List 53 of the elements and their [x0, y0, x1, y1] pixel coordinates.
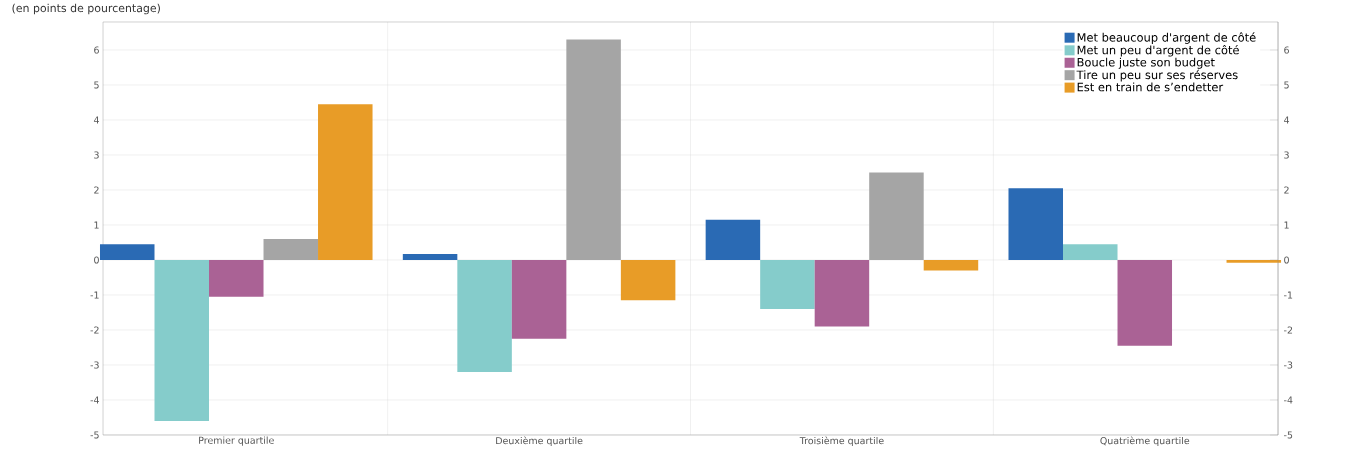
y-tick-label: 1 — [94, 221, 99, 229]
y2-tick-label: 3 — [1284, 151, 1289, 159]
bar — [705, 219, 761, 260]
y2-tick-label: 6 — [1284, 46, 1289, 54]
y2-tick-label: 2 — [1284, 186, 1289, 194]
bar — [457, 259, 512, 372]
x-tick-label: Troisième quartile — [799, 436, 884, 447]
bar — [566, 39, 621, 260]
bar — [620, 259, 676, 301]
bar — [1063, 244, 1118, 260]
legend-label: Met beaucoup d'argent de côté — [1077, 32, 1256, 44]
bar — [1226, 259, 1282, 263]
y2-tick-label: 0 — [1284, 256, 1289, 264]
y-tick-label: -1 — [90, 291, 99, 299]
x-tick-label: Premier quartile — [199, 436, 274, 446]
y-tick-label: 5 — [94, 81, 99, 89]
x-tick-label: Deuxième quartile — [496, 436, 583, 447]
bar — [99, 244, 155, 260]
chart-subtitle: (en points de pourcentage) — [12, 3, 160, 15]
y2-tick-label: 1 — [1284, 221, 1289, 229]
y-tick-label: 4 — [93, 116, 99, 124]
y2-tick-label: -4 — [1284, 396, 1293, 404]
bar — [869, 172, 924, 260]
x-tick-label: Quatrième quartile — [1100, 436, 1190, 447]
bar — [154, 259, 210, 421]
y2-tick-label: -3 — [1284, 361, 1293, 369]
bar — [209, 259, 264, 297]
bar — [263, 238, 319, 260]
bar — [923, 259, 979, 271]
y-tick-label: 6 — [94, 46, 99, 54]
bar — [318, 104, 373, 260]
y-tick-label: -2 — [90, 326, 99, 334]
y-tick-label: 0 — [94, 256, 99, 264]
y-tick-label: -4 — [90, 396, 99, 404]
y2-tick-label: -1 — [1284, 291, 1293, 299]
legend-label: Tire un peu sur ses réserves — [1076, 69, 1238, 82]
y-tick-label: -3 — [90, 361, 99, 369]
y-tick-label: 3 — [94, 151, 99, 159]
y2-tick-label: 5 — [1284, 81, 1289, 89]
bar — [402, 254, 458, 260]
bar — [1117, 259, 1173, 346]
y2-tick-label: -2 — [1284, 326, 1293, 334]
legend-label: Met un peu d'argent de côté — [1077, 45, 1239, 57]
y2-tick-label: -5 — [1284, 431, 1293, 439]
bar — [760, 259, 815, 309]
y2-tick-label: 4 — [1284, 116, 1290, 124]
bar — [814, 259, 870, 327]
bar — [511, 259, 567, 339]
legend-label: Est en train de s’endetter — [1077, 82, 1224, 92]
bar — [1008, 188, 1064, 260]
y-tick-label: 2 — [94, 186, 99, 194]
y-tick-label: -5 — [90, 431, 99, 439]
legend-label: Boucle juste son budget — [1077, 57, 1215, 69]
